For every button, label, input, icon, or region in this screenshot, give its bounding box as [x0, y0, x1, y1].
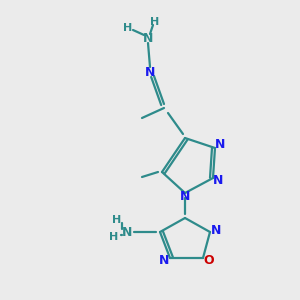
Text: H: H — [123, 23, 133, 33]
Text: H: H — [110, 232, 118, 242]
Text: N: N — [180, 190, 190, 203]
Text: H: H — [112, 215, 122, 225]
Text: N: N — [159, 254, 169, 266]
Text: H: H — [150, 17, 160, 27]
Text: N: N — [213, 173, 223, 187]
Text: O: O — [204, 254, 214, 266]
Text: N: N — [215, 139, 225, 152]
Text: N: N — [145, 65, 155, 79]
Text: N: N — [143, 32, 153, 44]
Text: N: N — [211, 224, 221, 236]
Text: N: N — [122, 226, 132, 238]
